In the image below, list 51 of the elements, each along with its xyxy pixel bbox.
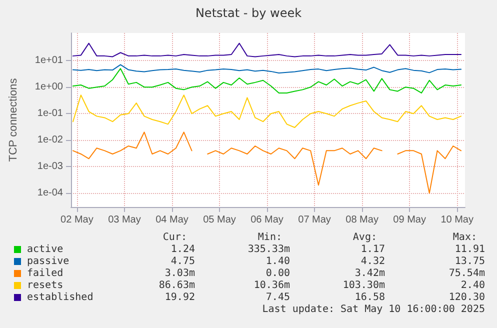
legend-label: resets [27,280,64,292]
text: Avg: [352,232,377,243]
text: 11.91 [454,244,485,255]
x-tick-label: 08 May [346,214,378,226]
text: 1.40 [266,256,290,267]
text: 4.32 [360,256,385,267]
text: Max: [452,232,477,243]
legend-label: active [27,244,64,256]
text: 10.36m [254,280,290,291]
text: 3.42m [354,268,385,279]
text: 120.30 [448,292,485,303]
text: Cur: [162,232,187,243]
legend-label: established [27,292,94,304]
y-tick-label: 1e-04 [37,188,64,199]
text: 3.03m [164,268,195,279]
text: 16.58 [354,292,385,303]
text: 2.40 [460,280,485,291]
text: 335.33m [248,244,290,255]
x-tick-label: 02 May [60,214,94,226]
x-tick-label: 04 May [156,214,188,226]
y-tick-label: 1e-01 [37,108,64,120]
text: 75.54m [448,268,485,279]
text: 103.30m [342,280,385,291]
chart-title: Netstat - by week [195,6,302,20]
x-tick-label: 07 May [298,214,331,226]
x-tick-label: 03 May [108,214,141,226]
y-axis-title: TCP connections [8,78,20,162]
text: 19.92 [164,292,195,303]
x-tick-label: 05 May [203,214,236,226]
x-tick-label: 09 May [393,214,426,226]
text: 1.24 [170,244,195,255]
y-tick-label: 1e+01 [34,55,64,66]
y-tick-label: 1e-02 [37,134,64,146]
text: 86.63m [158,280,195,291]
text: 0.00 [266,268,290,279]
text: 13.75 [454,256,485,267]
x-tick-label: 10 May [440,214,474,226]
legend-label: failed [27,268,64,280]
line-series [72,42,462,58]
line-series [72,68,462,94]
text: 7.45 [266,292,290,303]
x-tick-label: 06 May [250,214,284,226]
y-tick-label: 1e-03 [37,161,64,172]
text: Min: [258,232,282,243]
line-series [72,64,462,74]
text: Last update: Sat May 10 16:00:00 2025 [262,304,485,315]
legend-label: passive [27,256,70,268]
text: 4.75 [170,256,195,267]
line-series [72,94,462,128]
text: 1.17 [360,244,385,255]
y-tick-label: 1e+00 [34,82,64,93]
